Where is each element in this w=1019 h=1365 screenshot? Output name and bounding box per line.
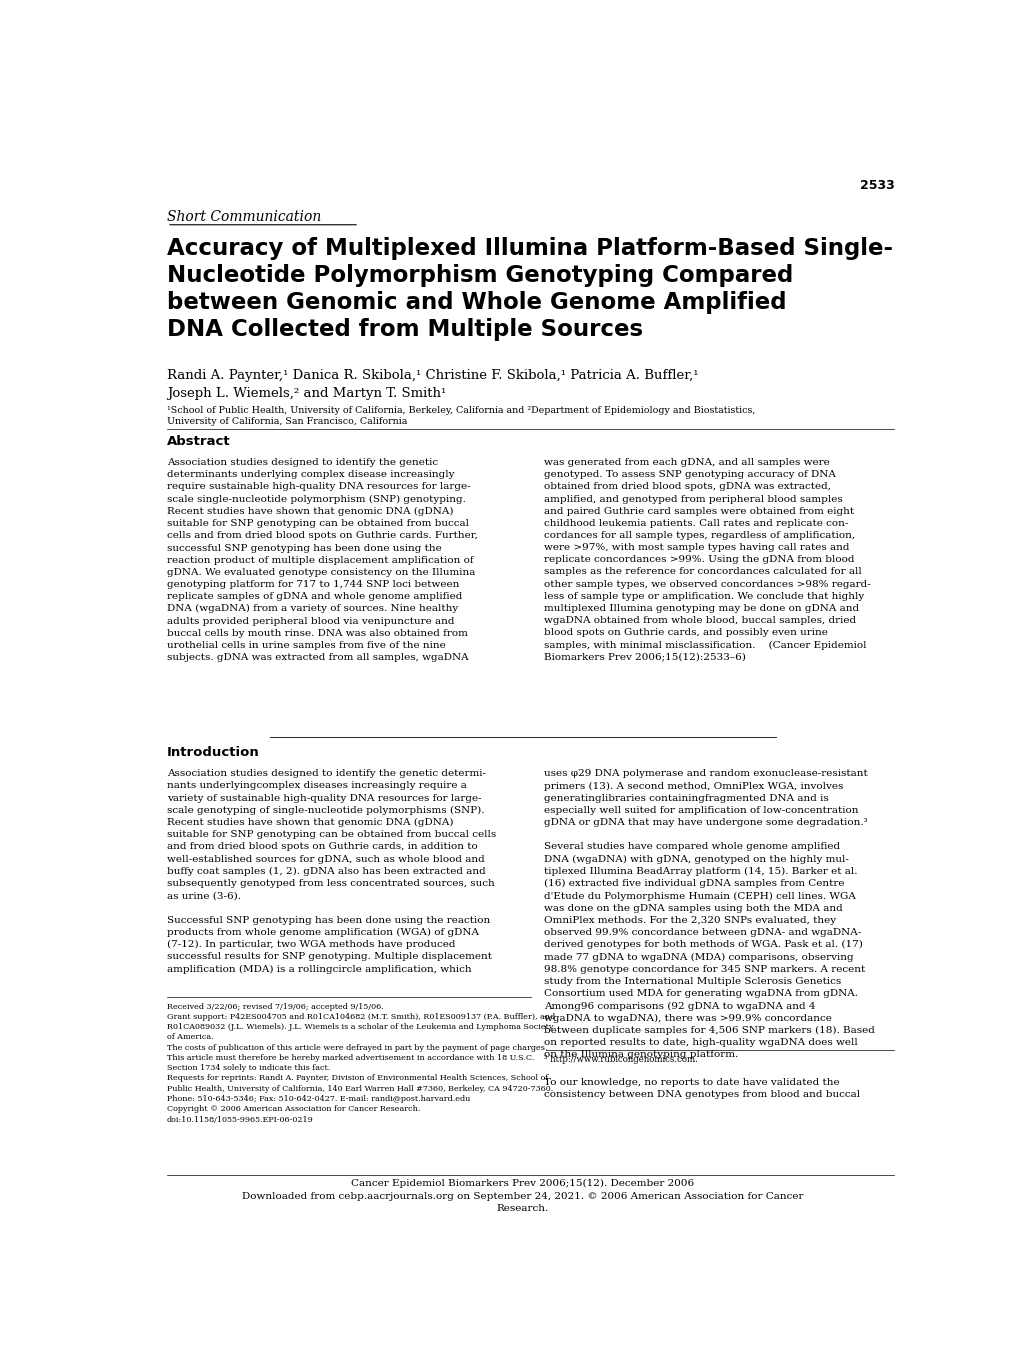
- Text: Cancer Epidemiol Biomarkers Prev 2006;15(12). December 2006: Cancer Epidemiol Biomarkers Prev 2006;15…: [351, 1179, 694, 1189]
- Text: Abstract: Abstract: [167, 435, 230, 448]
- Text: Accuracy of Multiplexed Illumina Platform-Based Single-
Nucleotide Polymorphism : Accuracy of Multiplexed Illumina Platfor…: [167, 238, 893, 341]
- Text: Research.: Research.: [496, 1204, 548, 1213]
- Text: Association studies designed to identify the genetic determi-
nants underlyingco: Association studies designed to identify…: [167, 770, 496, 973]
- Text: 2533: 2533: [859, 179, 894, 191]
- Text: To our knowledge, no reports to date have validated the
consistency between DNA : To our knowledge, no reports to date hav…: [544, 1078, 860, 1099]
- Text: Randi A. Paynter,¹ Danica R. Skibola,¹ Christine F. Skibola,¹ Patricia A. Buffle: Randi A. Paynter,¹ Danica R. Skibola,¹ C…: [167, 369, 698, 400]
- Text: Introduction: Introduction: [167, 747, 260, 759]
- Text: ³ http://www.rubicongenomics.com.: ³ http://www.rubicongenomics.com.: [544, 1055, 698, 1065]
- Text: uses φ29 DNA polymerase and random exonuclease-resistant
primers (13). A second : uses φ29 DNA polymerase and random exonu…: [544, 770, 874, 1059]
- Text: Received 3/22/06; revised 7/19/06; accepted 9/15/06.
Grant support: P42ES004705 : Received 3/22/06; revised 7/19/06; accep…: [167, 1002, 554, 1123]
- Text: ¹School of Public Health, University of California, Berkeley, California and ²De: ¹School of Public Health, University of …: [167, 405, 755, 426]
- Text: was generated from each gDNA, and all samples were
genotyped. To assess SNP geno: was generated from each gDNA, and all sa…: [544, 459, 870, 662]
- Text: Downloaded from cebp.aacrjournals.org on September 24, 2021. © 2006 American Ass: Downloaded from cebp.aacrjournals.org on…: [242, 1192, 803, 1201]
- Text: Short Communication: Short Communication: [167, 210, 321, 224]
- Text: Association studies designed to identify the genetic
determinants underlying com: Association studies designed to identify…: [167, 459, 478, 662]
